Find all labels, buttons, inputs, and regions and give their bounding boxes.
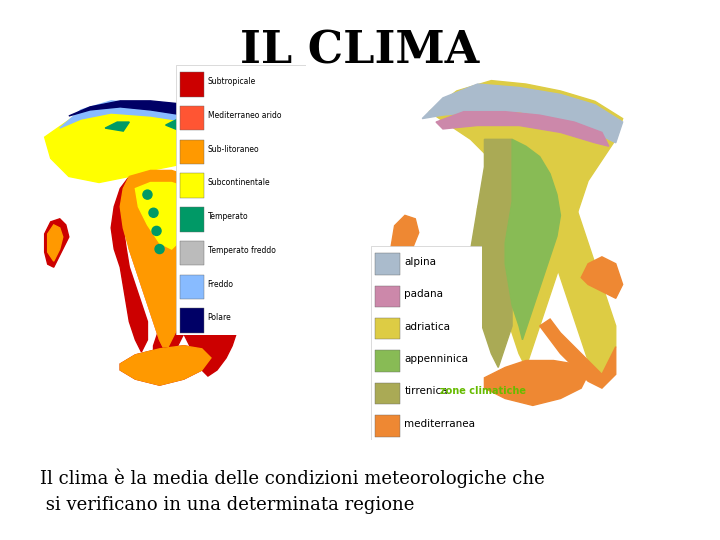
Bar	[180, 72, 204, 97]
Bar	[375, 318, 400, 339]
Text: appenninica: appenninica	[405, 354, 468, 364]
Polygon shape	[540, 319, 616, 388]
Text: Temperato freddo: Temperato freddo	[207, 246, 275, 255]
Text: si verificano in una determinata regione: si verificano in una determinata regione	[40, 496, 414, 514]
Polygon shape	[45, 219, 69, 267]
Text: Mediterraneo arido: Mediterraneo arido	[207, 111, 281, 120]
Polygon shape	[69, 101, 232, 125]
Text: Temperato: Temperato	[207, 212, 248, 221]
Polygon shape	[135, 183, 202, 249]
Polygon shape	[120, 346, 211, 385]
Text: IL CLIMA: IL CLIMA	[240, 30, 480, 73]
Polygon shape	[48, 225, 63, 261]
Bar	[375, 350, 400, 372]
Circle shape	[152, 226, 161, 235]
Text: adriatica: adriatica	[405, 322, 450, 332]
Text: Subtropicale: Subtropicale	[207, 77, 256, 86]
Bar	[375, 253, 400, 274]
Bar	[180, 275, 204, 299]
Bar	[375, 415, 400, 436]
Text: Freddo: Freddo	[207, 280, 233, 289]
FancyBboxPatch shape	[371, 246, 482, 440]
Polygon shape	[436, 112, 609, 146]
Text: Polare: Polare	[207, 313, 231, 322]
Text: tirrenica: tirrenica	[405, 387, 448, 396]
Polygon shape	[391, 215, 419, 271]
Bar	[180, 241, 204, 265]
Bar	[375, 383, 400, 404]
Circle shape	[143, 190, 152, 199]
Text: mediterranea: mediterranea	[405, 419, 475, 429]
Circle shape	[155, 245, 164, 254]
Bar	[180, 106, 204, 130]
Polygon shape	[123, 177, 211, 352]
Polygon shape	[111, 177, 148, 352]
Bar	[180, 207, 204, 232]
Polygon shape	[581, 257, 623, 298]
Polygon shape	[120, 346, 211, 385]
Text: zone climatiche: zone climatiche	[440, 387, 526, 396]
Text: padana: padana	[405, 289, 444, 299]
Bar	[180, 140, 204, 164]
Polygon shape	[505, 139, 560, 340]
Polygon shape	[429, 80, 623, 367]
Polygon shape	[45, 104, 241, 183]
Polygon shape	[526, 139, 616, 381]
Polygon shape	[471, 139, 512, 367]
Text: Subcontinentale: Subcontinentale	[207, 178, 270, 187]
Polygon shape	[422, 84, 623, 143]
Bar	[180, 308, 204, 333]
Polygon shape	[485, 361, 588, 406]
Polygon shape	[166, 119, 190, 131]
Polygon shape	[60, 101, 247, 143]
Polygon shape	[153, 177, 241, 376]
Text: Il clima è la media delle condizioni meteorologiche che: Il clima è la media delle condizioni met…	[40, 468, 544, 488]
Bar	[375, 286, 400, 307]
Text: Sub-litoraneo: Sub-litoraneo	[207, 145, 259, 154]
Polygon shape	[105, 122, 130, 131]
Bar	[180, 173, 204, 198]
FancyBboxPatch shape	[176, 65, 306, 335]
Polygon shape	[120, 171, 214, 352]
Text: alpina: alpina	[405, 257, 436, 267]
Circle shape	[149, 208, 158, 217]
